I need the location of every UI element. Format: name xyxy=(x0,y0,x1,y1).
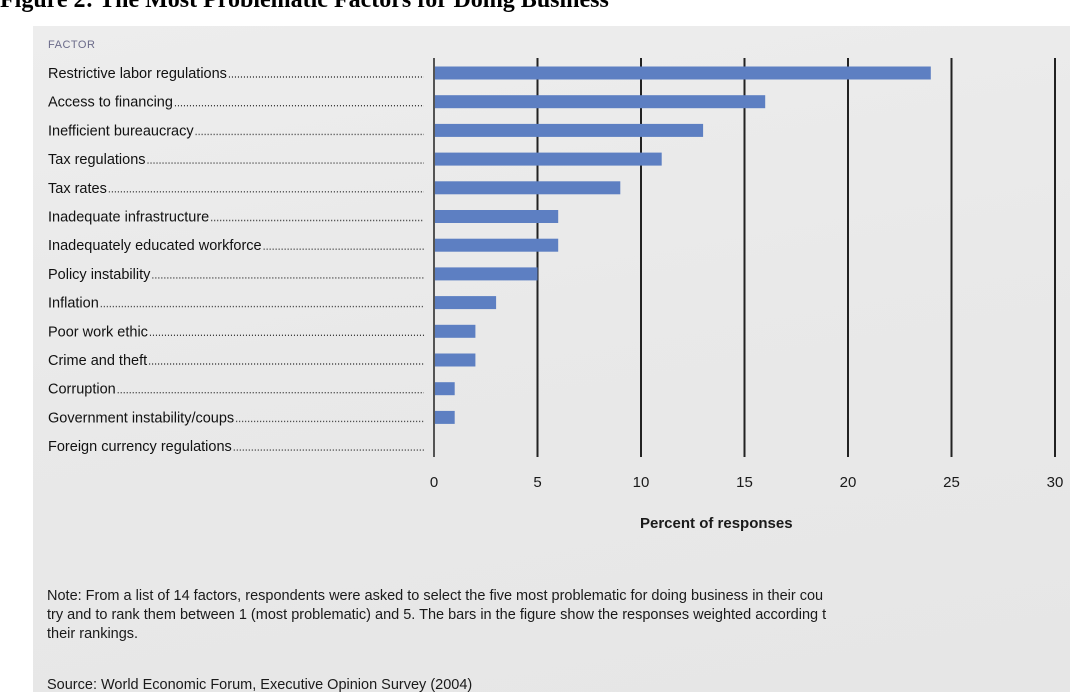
note-line-2: try and to rank them between 1 (most pro… xyxy=(47,607,827,623)
bar xyxy=(435,267,538,281)
x-axis-label: Percent of responses xyxy=(640,515,793,532)
category-label: Government instability/coups xyxy=(48,410,234,426)
x-tick-label: 20 xyxy=(840,474,857,491)
figure-title: Figure 2: The Most Problematic Factors f… xyxy=(0,0,609,13)
bar xyxy=(435,296,497,310)
bar xyxy=(435,152,662,166)
note-line-1: Note: From a list of 14 factors, respond… xyxy=(47,588,824,604)
category-label: Inadequately educated workforce xyxy=(48,238,262,254)
category-label: Crime and theft xyxy=(48,353,147,369)
bar-chart: 0 5 10 15 20 25 30 Restrictive labor regulation… xyxy=(48,58,1064,491)
chart-panel xyxy=(33,26,1070,692)
x-tick-label: 15 xyxy=(736,474,753,491)
x-tick-label: 0 xyxy=(430,474,438,491)
x-tick-label: 25 xyxy=(943,474,960,491)
x-tick-label: 10 xyxy=(633,474,650,491)
bar xyxy=(435,66,931,80)
category-label: Restrictive labor regulations xyxy=(48,66,227,82)
category-label: Corruption xyxy=(48,382,116,398)
category-label: Foreign currency regulations xyxy=(48,439,232,455)
bar xyxy=(435,181,621,195)
chart-source: Source: World Economic Forum, Executive … xyxy=(47,677,473,693)
bar xyxy=(435,238,559,252)
x-tick-label: 5 xyxy=(533,474,541,491)
category-label: Poor work ethic xyxy=(48,324,148,340)
bar xyxy=(435,324,476,338)
factor-header: FACTOR xyxy=(48,39,96,51)
bar xyxy=(435,95,766,109)
category-label: Access to financing xyxy=(48,95,173,111)
bar xyxy=(435,353,476,367)
category-label: Inadequate infrastructure xyxy=(48,210,209,226)
category-label: Policy instability xyxy=(48,267,151,283)
chart-note: Note: From a list of 14 factors, respond… xyxy=(47,587,1070,644)
bar xyxy=(435,410,455,424)
note-line-3: their rankings. xyxy=(47,626,139,642)
bar xyxy=(435,382,455,396)
category-label: Tax rates xyxy=(48,181,107,197)
bar xyxy=(435,123,704,137)
category-label: Inflation xyxy=(48,296,99,312)
bar xyxy=(435,210,559,223)
category-label: Inefficient bureaucracy xyxy=(48,123,194,139)
x-tick-label: 30 xyxy=(1047,474,1064,491)
category-label: Tax regulations xyxy=(48,152,146,168)
